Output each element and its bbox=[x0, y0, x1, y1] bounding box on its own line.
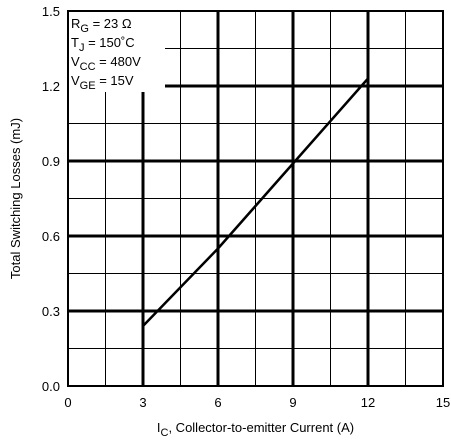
series-line bbox=[142, 77, 369, 327]
y-tick-label: 0.0 bbox=[42, 379, 60, 394]
y-tick-label: 1.5 bbox=[42, 4, 60, 19]
x-tick-label: 0 bbox=[64, 395, 71, 410]
y-axis-label: Total Switching Losses (mJ) bbox=[8, 118, 23, 279]
condition-subscript: G bbox=[80, 23, 89, 35]
y-tick-label: 1.2 bbox=[42, 79, 60, 94]
condition-text: TJ = 150˚C bbox=[71, 35, 135, 54]
x-tick-label: 3 bbox=[139, 395, 146, 410]
condition-value: = 15V bbox=[96, 73, 134, 88]
x-tick-label: 15 bbox=[436, 395, 450, 410]
condition-subscript: J bbox=[79, 42, 85, 54]
data-series bbox=[142, 77, 369, 327]
condition-subscript: GE bbox=[80, 80, 96, 92]
x-axis-label-subscript: C bbox=[161, 427, 169, 439]
condition-value: = 150˚C bbox=[84, 35, 134, 50]
condition-symbol: V bbox=[71, 73, 80, 88]
condition-value: = 480V bbox=[96, 54, 142, 69]
condition-symbol: R bbox=[71, 16, 80, 31]
x-tick-label: 12 bbox=[361, 395, 375, 410]
condition-symbol: T bbox=[71, 35, 79, 50]
x-axis-label: IC, Collector-to-emitter Current (A) bbox=[157, 420, 354, 439]
y-tick-label: 0.3 bbox=[42, 304, 60, 319]
condition-text: VCC = 480V bbox=[71, 54, 141, 73]
x-tick-label: 6 bbox=[214, 395, 221, 410]
condition-text: RG = 23 Ω bbox=[71, 16, 132, 35]
x-tick-label: 9 bbox=[289, 395, 296, 410]
plot-frame bbox=[67, 10, 444, 387]
y-tick-label: 0.9 bbox=[42, 154, 60, 169]
condition-text: VGE = 15V bbox=[71, 73, 134, 92]
condition-symbol: V bbox=[71, 54, 80, 69]
x-axis-label-main: I bbox=[157, 420, 161, 435]
tick-labels: 0.0 0.3 0.6 0.9 1.2 1.5 0 3 6 9 12 15 bbox=[42, 4, 450, 410]
x-axis-label-rest: , Collector-to-emitter Current (A) bbox=[168, 420, 354, 435]
condition-subscript: CC bbox=[80, 61, 96, 73]
condition-value: = 23 Ω bbox=[89, 16, 132, 31]
conditions-box bbox=[69, 12, 165, 92]
y-tick-label: 0.6 bbox=[42, 229, 60, 244]
